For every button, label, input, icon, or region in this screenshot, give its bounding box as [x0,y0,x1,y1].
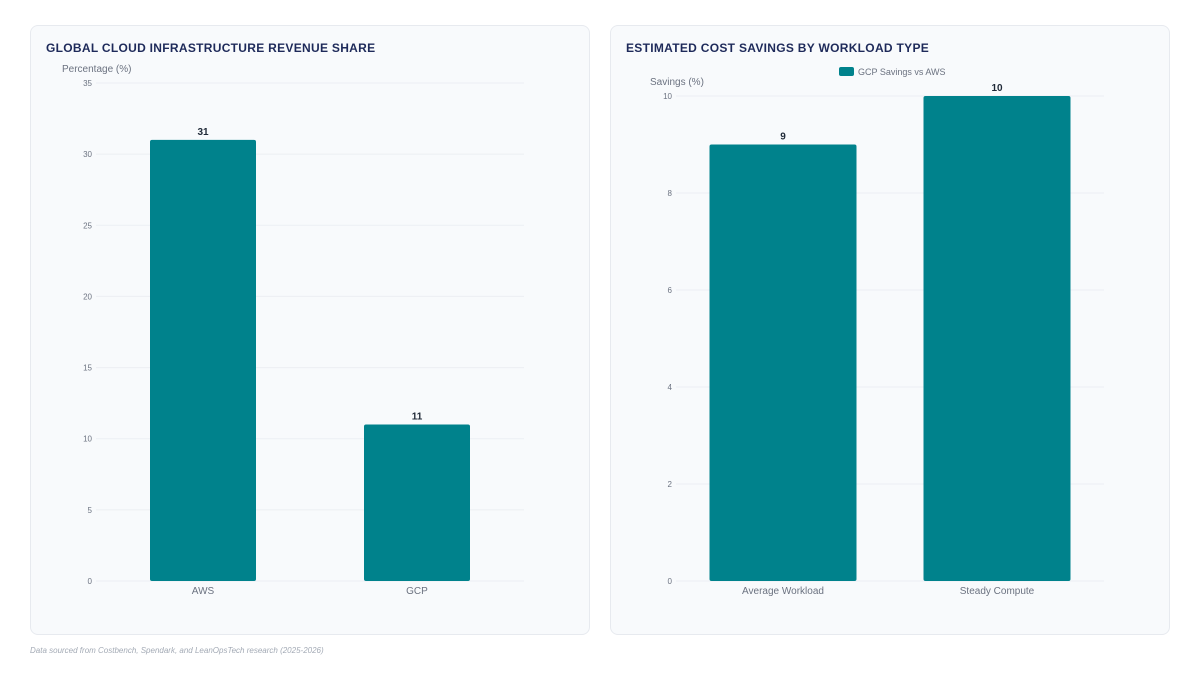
data-label: 11 [412,411,423,422]
y-tick-label: 30 [83,150,92,159]
y-axis-label: Savings (%) [650,77,704,88]
y-tick-label: 5 [88,506,93,515]
x-tick-label: GCP [406,586,428,597]
bar [709,144,857,581]
revenue-share-chart-card: GLOBAL CLOUD INFRASTRUCTURE REVENUE SHAR… [30,25,590,635]
legend-label: GCP Savings vs AWS [858,67,946,77]
y-tick-label: 4 [668,383,673,392]
bar [364,424,470,581]
source-note: Data sourced from Costbench, Spendark, a… [30,646,324,655]
y-tick-label: 10 [663,92,672,101]
y-axis-label: Percentage (%) [62,64,131,75]
y-tick-label: 2 [668,480,673,489]
cost-savings-chart: Savings (%) 0 2 4 6 8 10 9 Average Workload 10 Ste… [650,67,1104,597]
y-tick-label: 20 [83,292,92,301]
legend-swatch [839,67,854,76]
y-tick-label: 25 [83,221,92,230]
y-tick-label: 10 [83,435,92,444]
revenue-share-chart: Percentage (%) 0 5 10 15 20 25 30 35 31 AWS 11 GCP [62,64,524,597]
chart-title: GLOBAL CLOUD INFRASTRUCTURE REVENUE SHAR… [46,41,376,55]
bar [150,139,256,581]
y-tick-label: 15 [83,364,92,373]
x-tick-label: Steady Compute [960,586,1035,597]
x-tick-label: Average Workload [742,586,824,597]
y-tick-label: 8 [668,189,673,198]
data-label: 9 [780,132,786,143]
data-label: 31 [197,127,209,138]
y-tick-label: 0 [668,577,673,586]
chart-title: ESTIMATED COST SAVINGS BY WORKLOAD TYPE [626,41,930,55]
x-tick-label: AWS [192,586,215,597]
cost-savings-chart-card: ESTIMATED COST SAVINGS BY WORKLOAD TYPE … [610,25,1170,635]
y-tick-label: 35 [83,79,92,88]
bar [923,96,1071,581]
data-label: 10 [991,83,1003,94]
y-tick-label: 0 [88,577,93,586]
y-tick-label: 6 [668,286,673,295]
